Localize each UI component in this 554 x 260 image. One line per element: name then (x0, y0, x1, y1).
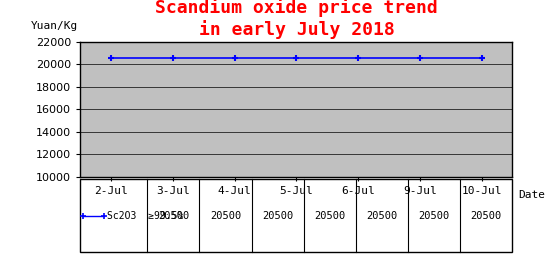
Text: 20500: 20500 (419, 211, 450, 221)
Text: Date: Date (518, 190, 545, 200)
Text: 20500: 20500 (314, 211, 346, 221)
Text: 20500: 20500 (210, 211, 241, 221)
Bar (80, 179, 512, 252)
Title: Scandium oxide price trend
in early July 2018: Scandium oxide price trend in early July… (155, 0, 438, 39)
Text: 20500: 20500 (262, 211, 293, 221)
Text: Sc2O3  ≥99.5%: Sc2O3 ≥99.5% (106, 211, 183, 221)
Text: 20500: 20500 (471, 211, 502, 221)
Text: 20500: 20500 (158, 211, 189, 221)
Text: 20500: 20500 (366, 211, 398, 221)
Text: Yuan/Kg: Yuan/Kg (30, 21, 78, 31)
